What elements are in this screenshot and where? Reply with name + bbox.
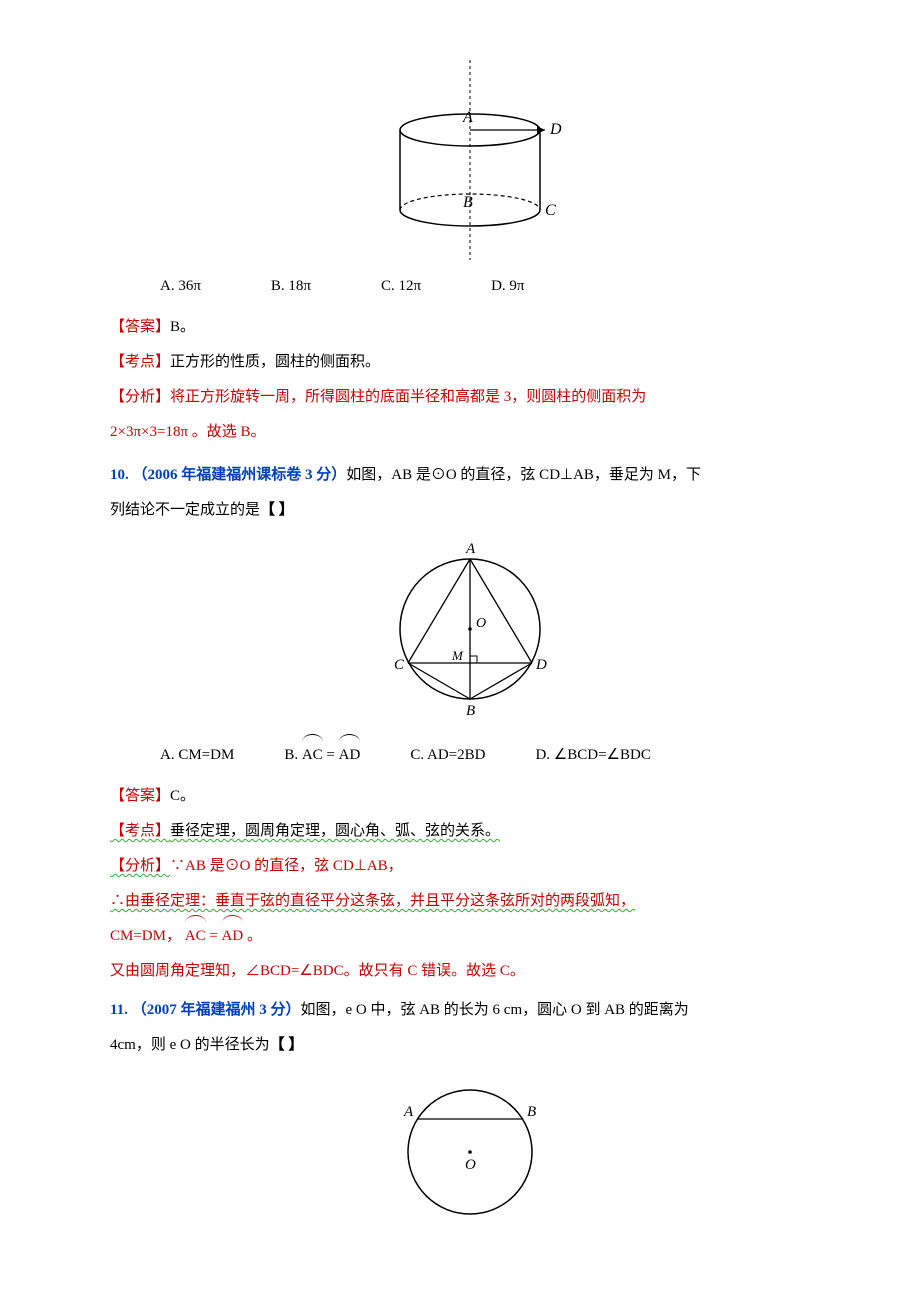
q11-stem2: 4cm，则 e O 的半径长为 xyxy=(110,1037,270,1053)
label-D: D xyxy=(549,121,562,138)
choice-C: C. 12π xyxy=(381,270,421,303)
fenxi10-b: ∴由垂径定理：垂直于弦的直径平分这条弦，并且平分这条弦所对的两段弧知， xyxy=(110,893,635,909)
fenxi10-arc-AD: AD xyxy=(222,920,244,953)
problem10-fenxi-a: 【分析】∵AB 是⊙O 的直径，弦 CD⊥AB， xyxy=(110,850,830,883)
q10-number: 10. xyxy=(110,467,133,483)
problem10-fenxi-c: CM=DM， AC = AD 。 xyxy=(110,920,830,953)
problem11-stem: 11. （2007 年福建福州 3 分）如图，e O 中，弦 AB 的长为 6 … xyxy=(110,994,830,1027)
problem10-stem: 10. （2006 年福建福州课标卷 3 分）如图，AB 是⊙O 的直径，弦 C… xyxy=(110,459,830,492)
problem10-kaodian: 【考点】垂径定理，圆周角定理，圆心角、弧、弦的关系。 xyxy=(110,815,830,848)
fenxi10-c-pre: CM=DM， xyxy=(110,928,181,944)
problem9-fenxi-line1: 【分析】将正方形旋转一周，所得圆柱的底面半径和高都是 3，则圆柱的侧面积为 xyxy=(110,381,830,414)
label-C10: C xyxy=(394,657,405,673)
fenxi10-label: 【分析】 xyxy=(110,858,170,874)
q10-stem1: 如图，AB 是⊙O 的直径，弦 CD⊥AB，垂足为 M，下 xyxy=(346,467,701,483)
label-A11: A xyxy=(403,1104,414,1120)
cylinder-figure: A D B C xyxy=(355,60,585,260)
q11-source: （2007 年福建福州 3 分） xyxy=(132,1002,301,1018)
fenxi-text2: 2×3π×3=18π 。故选 B。 xyxy=(110,424,266,440)
label-A10: A xyxy=(465,541,476,557)
q11-number: 11. xyxy=(110,1002,132,1018)
circle-figure-10: A B C D O M xyxy=(370,529,570,729)
fenxi10-c-eq: = xyxy=(206,928,222,944)
q10-bracket: 【 】 xyxy=(260,502,294,518)
q11-stem1: 如图，e O 中，弦 AB 的长为 6 cm，圆心 O 到 AB 的距离为 xyxy=(300,1002,688,1018)
fenxi10-c-post: 。 xyxy=(243,928,262,944)
label-M10: M xyxy=(451,648,464,663)
label-D10: D xyxy=(535,657,547,673)
arc-AD: AD xyxy=(339,739,361,772)
answer10-text: C。 xyxy=(170,788,195,804)
choice10-D: D. ∠BCD=∠BDC xyxy=(535,739,650,772)
choice-A: A. 36π xyxy=(160,270,201,303)
choice10-B: B. AC = AD xyxy=(284,739,360,772)
kaodian-label: 【考点】 xyxy=(110,354,170,370)
kaodian10-text: 垂径定理，圆周角定理，圆心角、弧、弦的关系。 xyxy=(170,823,500,839)
problem9-answer: 【答案】B。 xyxy=(110,311,830,344)
label-C: C xyxy=(545,202,556,219)
circle-figure-11: A B O xyxy=(380,1064,560,1224)
label-B10: B xyxy=(466,703,475,719)
label-A: A xyxy=(462,109,473,126)
label-O10: O xyxy=(476,616,486,631)
choice10-A: A. CM=DM xyxy=(160,739,234,772)
arc-AC: AC xyxy=(302,739,323,772)
problem9-choices: A. 36π B. 18π C. 12π D. 9π xyxy=(160,270,830,303)
problem9-fenxi-line2: 2×3π×3=18π 。故选 B。 xyxy=(110,416,830,449)
choice10-B-pre: B. xyxy=(284,747,302,763)
fenxi-text1: 将正方形旋转一周，所得圆柱的底面半径和高都是 3，则圆柱的侧面积为 xyxy=(170,389,646,405)
label-B11: B xyxy=(527,1104,536,1120)
label-O11: O xyxy=(465,1157,476,1173)
problem9-kaodian: 【考点】正方形的性质，圆柱的侧面积。 xyxy=(110,346,830,379)
label-B: B xyxy=(463,194,473,211)
kaodian10-label: 【考点】 xyxy=(110,823,170,839)
answer-text: B。 xyxy=(170,319,195,335)
problem10-choices: A. CM=DM B. AC = AD C. AD=2BD D. ∠BCD=∠B… xyxy=(160,739,830,772)
problem10-fenxi-b: ∴由垂径定理：垂直于弦的直径平分这条弦，并且平分这条弦所对的两段弧知， xyxy=(110,885,830,918)
q10-source: （2006 年福建福州课标卷 3 分） xyxy=(133,467,347,483)
fenxi10-arc-AC: AC xyxy=(185,920,206,953)
q11-bracket: 【 】 xyxy=(270,1037,304,1053)
choice10-C: C. AD=2BD xyxy=(410,739,485,772)
problem11-stem2-line: 4cm，则 e O 的半径长为【 】 xyxy=(110,1029,830,1062)
fenxi-label: 【分析】 xyxy=(110,389,170,405)
problem10-fenxi-d: 又由圆周角定理知，∠BCD=∠BDC。故只有 C 错误。故选 C。 xyxy=(110,955,830,988)
problem10-answer: 【答案】C。 xyxy=(110,780,830,813)
kaodian-text: 正方形的性质，圆柱的侧面积。 xyxy=(170,354,380,370)
choice-D: D. 9π xyxy=(491,270,524,303)
choice10-B-eq: = xyxy=(323,747,339,763)
answer-label: 【答案】 xyxy=(110,319,170,335)
fenxi10-d: 又由圆周角定理知，∠BCD=∠BDC。故只有 C 错误。故选 C。 xyxy=(110,963,525,979)
answer10-label: 【答案】 xyxy=(110,788,170,804)
choice-B: B. 18π xyxy=(271,270,311,303)
fenxi10-a: ∵AB 是⊙O 的直径，弦 CD⊥AB， xyxy=(170,858,403,874)
problem10-stem2-line: 列结论不一定成立的是【 】 xyxy=(110,494,830,527)
q10-stem2: 列结论不一定成立的是 xyxy=(110,502,260,518)
